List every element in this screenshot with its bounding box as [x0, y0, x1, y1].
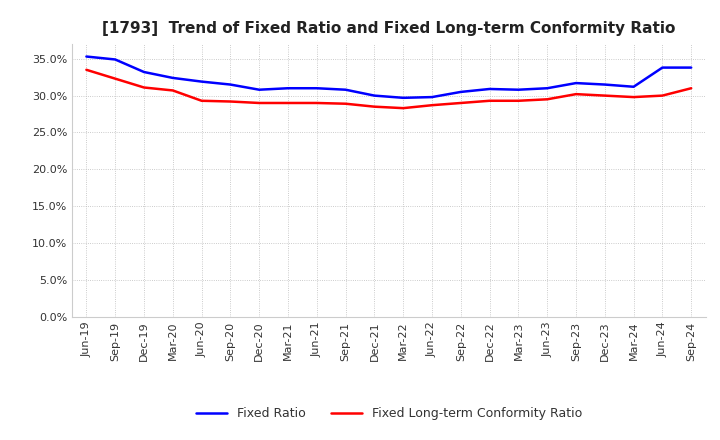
- Fixed Long-term Conformity Ratio: [312, 100, 321, 106]
- Fixed Long-term Conformity Ratio: [140, 85, 148, 90]
- Fixed Long-term Conformity Ratio: [428, 103, 436, 108]
- Fixed Ratio: [312, 86, 321, 91]
- Fixed Long-term Conformity Ratio: [284, 100, 292, 106]
- Fixed Ratio: [399, 95, 408, 100]
- Fixed Long-term Conformity Ratio: [370, 104, 379, 109]
- Fixed Long-term Conformity Ratio: [658, 93, 667, 98]
- Fixed Long-term Conformity Ratio: [456, 100, 465, 106]
- Fixed Ratio: [226, 82, 235, 87]
- Fixed Long-term Conformity Ratio: [543, 97, 552, 102]
- Fixed Long-term Conformity Ratio: [168, 88, 177, 93]
- Fixed Long-term Conformity Ratio: [485, 98, 494, 103]
- Fixed Ratio: [687, 65, 696, 70]
- Fixed Ratio: [168, 75, 177, 81]
- Fixed Ratio: [197, 79, 206, 84]
- Fixed Long-term Conformity Ratio: [514, 98, 523, 103]
- Fixed Ratio: [111, 57, 120, 62]
- Line: Fixed Long-term Conformity Ratio: Fixed Long-term Conformity Ratio: [86, 70, 691, 108]
- Fixed Ratio: [82, 54, 91, 59]
- Fixed Ratio: [572, 81, 580, 86]
- Fixed Long-term Conformity Ratio: [341, 101, 350, 106]
- Fixed Long-term Conformity Ratio: [82, 67, 91, 73]
- Fixed Ratio: [428, 95, 436, 100]
- Legend: Fixed Ratio, Fixed Long-term Conformity Ratio: Fixed Ratio, Fixed Long-term Conformity …: [191, 402, 587, 425]
- Fixed Long-term Conformity Ratio: [111, 76, 120, 81]
- Fixed Ratio: [255, 87, 264, 92]
- Fixed Long-term Conformity Ratio: [197, 98, 206, 103]
- Fixed Long-term Conformity Ratio: [600, 93, 609, 98]
- Fixed Ratio: [140, 70, 148, 75]
- Fixed Ratio: [600, 82, 609, 87]
- Fixed Ratio: [370, 93, 379, 98]
- Fixed Ratio: [658, 65, 667, 70]
- Title: [1793]  Trend of Fixed Ratio and Fixed Long-term Conformity Ratio: [1793] Trend of Fixed Ratio and Fixed Lo…: [102, 21, 675, 36]
- Fixed Long-term Conformity Ratio: [255, 100, 264, 106]
- Fixed Ratio: [341, 87, 350, 92]
- Fixed Long-term Conformity Ratio: [226, 99, 235, 104]
- Fixed Ratio: [514, 87, 523, 92]
- Fixed Long-term Conformity Ratio: [572, 92, 580, 97]
- Fixed Ratio: [485, 86, 494, 92]
- Fixed Ratio: [629, 84, 638, 89]
- Fixed Ratio: [284, 86, 292, 91]
- Fixed Ratio: [456, 89, 465, 95]
- Fixed Ratio: [543, 86, 552, 91]
- Fixed Long-term Conformity Ratio: [687, 86, 696, 91]
- Line: Fixed Ratio: Fixed Ratio: [86, 56, 691, 98]
- Fixed Long-term Conformity Ratio: [629, 95, 638, 100]
- Fixed Long-term Conformity Ratio: [399, 106, 408, 111]
